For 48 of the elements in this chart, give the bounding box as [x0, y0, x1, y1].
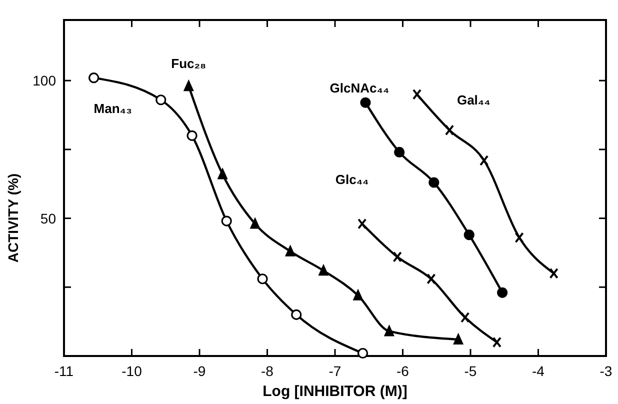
- x-tick-label: -4: [532, 363, 545, 379]
- point: [184, 80, 194, 92]
- point: [392, 251, 402, 262]
- y-tick-label: 50: [40, 210, 56, 226]
- x-tick-label: -11: [54, 363, 74, 379]
- point: [285, 245, 296, 256]
- point: [445, 124, 454, 136]
- point: [514, 232, 524, 244]
- y-tick-label: 100: [32, 72, 56, 89]
- x-tick-label: -5: [464, 363, 477, 379]
- series-label: Gal₄₄: [456, 92, 490, 108]
- y-axis-title: ACTIVITY (%): [5, 173, 21, 263]
- series-label: Man₄₃: [94, 100, 132, 116]
- point: [464, 230, 474, 240]
- point: [357, 348, 368, 359]
- x-tick-label: -8: [261, 363, 274, 379]
- point: [156, 94, 166, 106]
- x-tick-label: -6: [396, 363, 410, 379]
- point: [358, 218, 367, 230]
- point: [384, 325, 394, 336]
- x-tick-label: -7: [328, 363, 342, 379]
- x-tick-label: -9: [193, 363, 206, 379]
- series-label: Fuc₂₈: [171, 56, 206, 72]
- point: [257, 274, 268, 284]
- x-tick-label: -10: [122, 363, 142, 379]
- point: [394, 146, 405, 158]
- point: [353, 289, 364, 300]
- point: [291, 309, 302, 320]
- x-axis-title: Log [INHIBITOR (M)]: [262, 383, 408, 400]
- point: [428, 177, 440, 188]
- point: [360, 97, 371, 108]
- point: [460, 312, 470, 323]
- point: [218, 168, 228, 180]
- point: [492, 336, 502, 348]
- point: [221, 216, 232, 226]
- point: [497, 287, 508, 298]
- point: [250, 218, 260, 229]
- point: [318, 264, 328, 276]
- point: [186, 130, 198, 141]
- text: Glc₄₄: [335, 172, 369, 187]
- point: [549, 268, 558, 279]
- point: [412, 88, 422, 100]
- point: [453, 333, 464, 344]
- x-tick-label: -3: [600, 363, 612, 379]
- point: [426, 273, 436, 284]
- point: [88, 72, 100, 84]
- point: [480, 154, 489, 166]
- series-label: GlcNAc₄₄: [330, 80, 390, 96]
